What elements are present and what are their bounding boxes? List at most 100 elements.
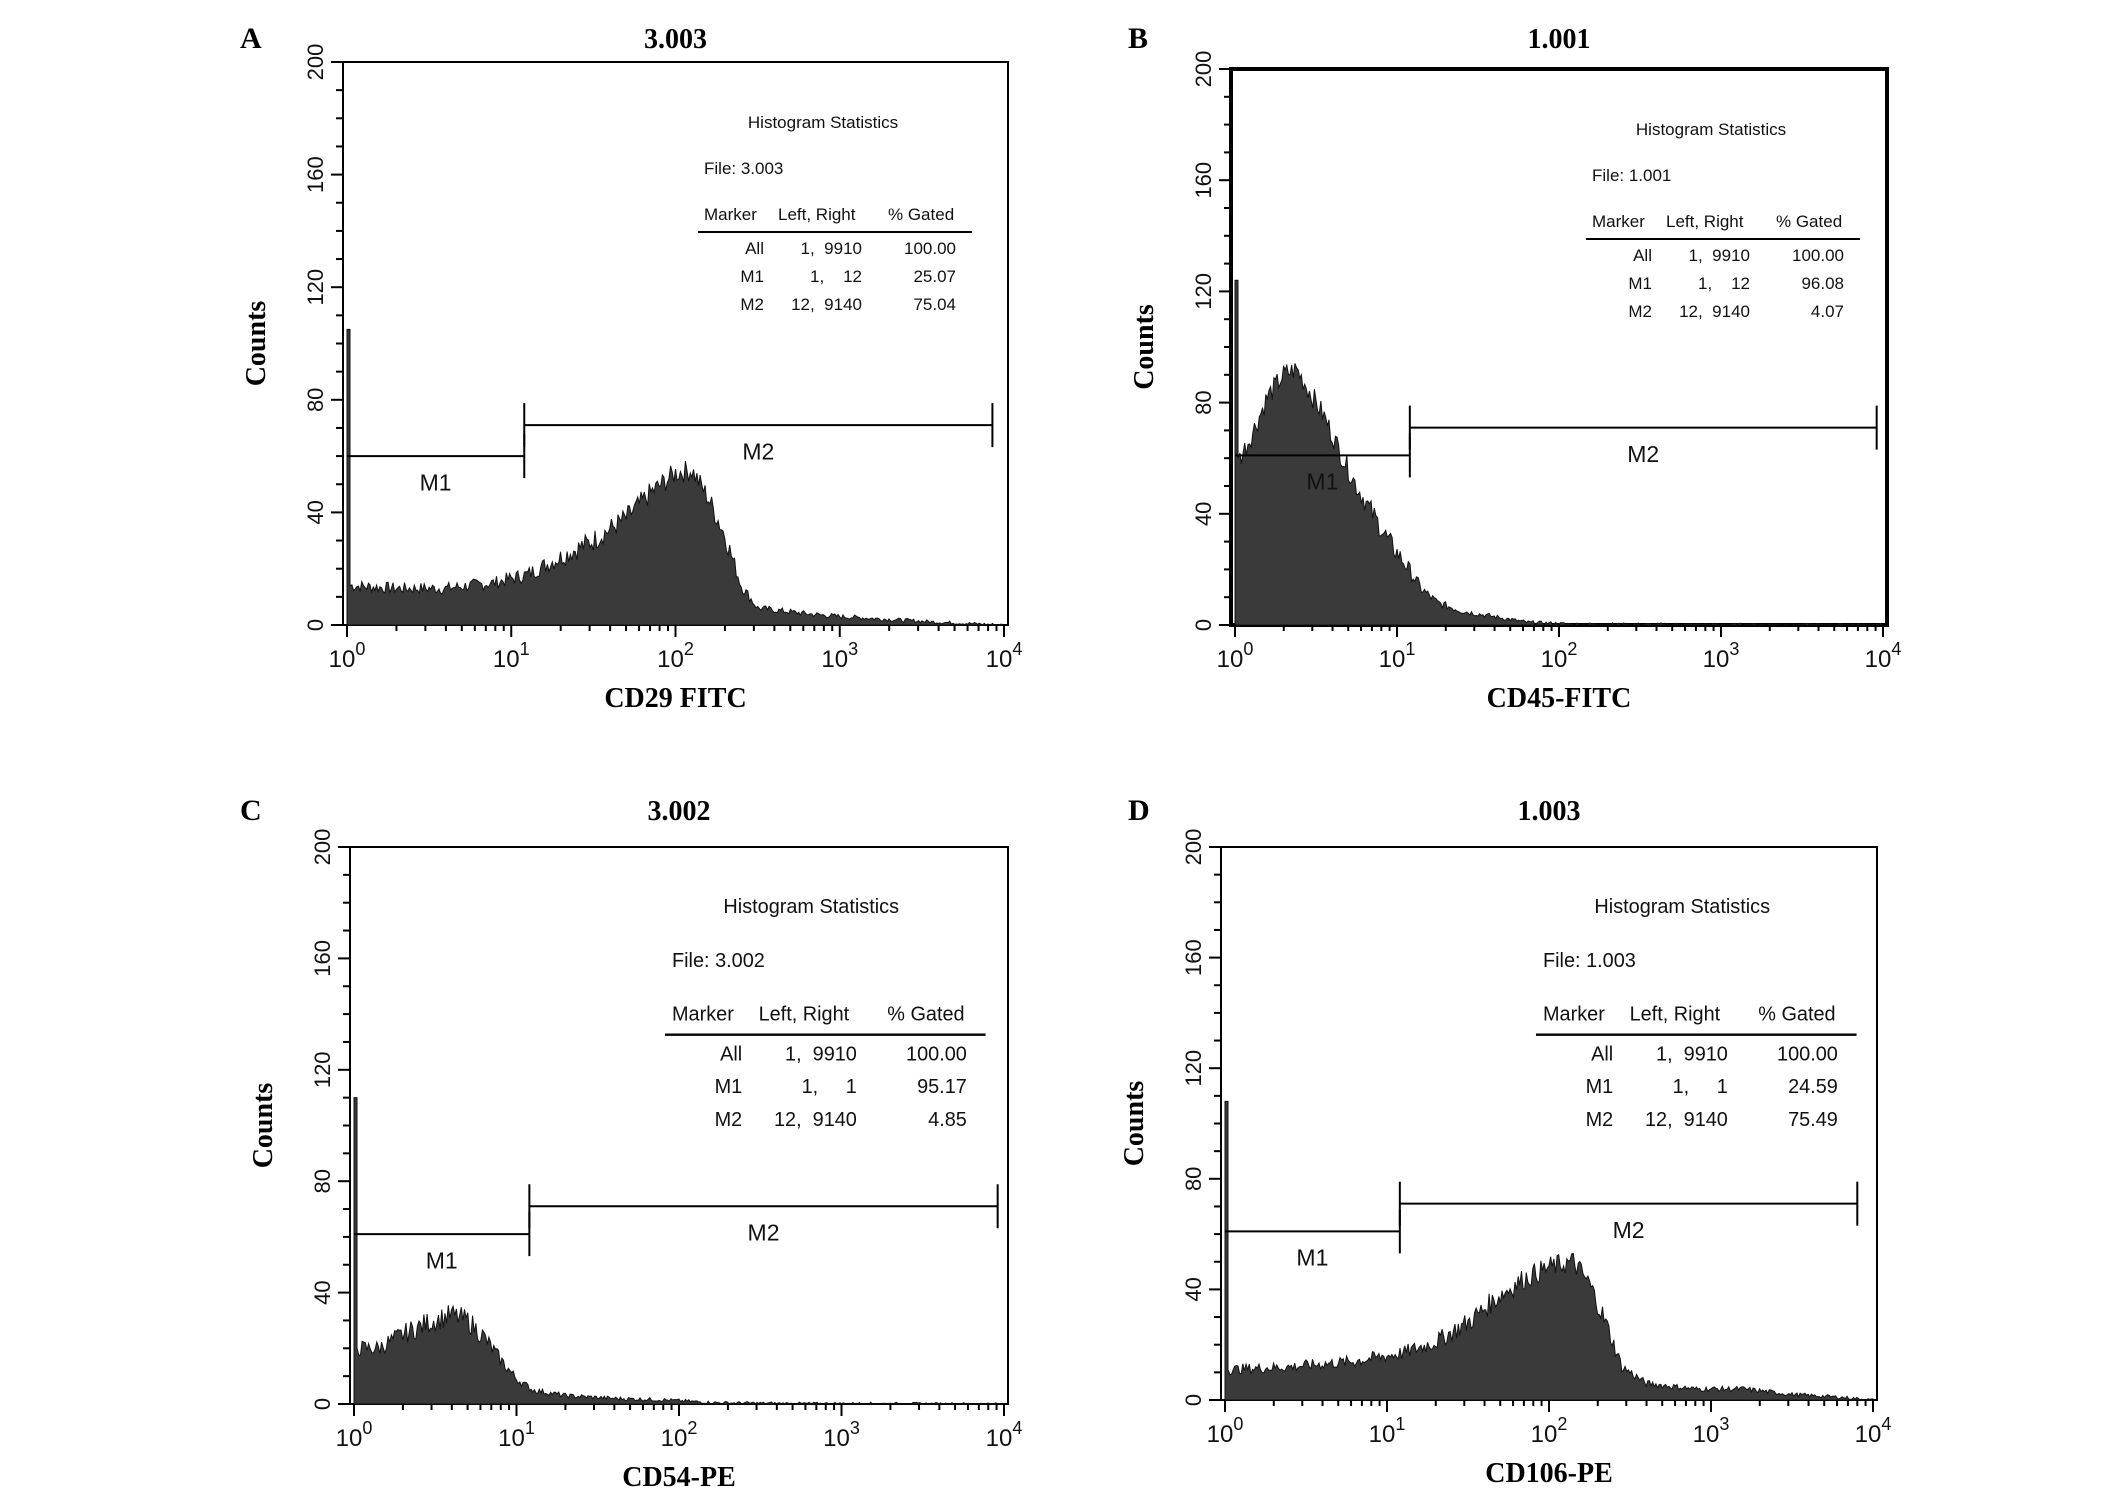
y-tick-label: 40 xyxy=(1191,502,1216,526)
x-tick-label: 100 xyxy=(1207,1414,1244,1448)
stats-cell: 75.49 xyxy=(1788,1109,1838,1131)
y-tick-label: 160 xyxy=(1191,162,1216,199)
stats-column-header: Left, Right xyxy=(759,1004,850,1026)
y-axis-label: Counts xyxy=(1119,1081,1150,1167)
histogram-area xyxy=(1224,1100,1874,1401)
stats-cell: M1 xyxy=(1586,1076,1614,1098)
gate-label: M1 xyxy=(420,470,452,496)
x-tick-label: 103 xyxy=(823,1418,860,1452)
y-tick-label: 160 xyxy=(310,940,335,977)
histogram-statistics-table: Histogram Statistics File: 3.002 Marker Lef… xyxy=(664,896,986,1131)
stats-heading: Histogram Statistics xyxy=(1636,120,1786,139)
y-tick-label: 0 xyxy=(1191,619,1216,631)
x-tick-label: 101 xyxy=(1369,1414,1406,1448)
chart-title: 1.001 xyxy=(1528,24,1591,55)
stats-heading: Histogram Statistics xyxy=(723,896,899,918)
y-axis-label: Counts xyxy=(1129,304,1160,390)
y-tick-label: 40 xyxy=(310,1280,335,1304)
stats-column-header: % Gated xyxy=(1776,212,1842,231)
stats-cell: 1, 9910 xyxy=(1656,1043,1728,1065)
x-tick-base: 10 xyxy=(823,1425,850,1452)
y-tick-label: 120 xyxy=(303,269,328,306)
x-tick-base: 10 xyxy=(498,1425,525,1452)
y-tick-label: 120 xyxy=(310,1051,335,1088)
x-tick-base: 10 xyxy=(661,1425,688,1452)
stats-column-header: % Gated xyxy=(887,1004,964,1026)
stats-heading: Histogram Statistics xyxy=(1594,896,1770,918)
x-tick-exponent: 0 xyxy=(362,1418,372,1438)
stats-file: File: 3.003 xyxy=(704,159,783,178)
stats-cell: 1, 1 xyxy=(802,1076,857,1098)
gate-marker-m2: M2 xyxy=(1398,1181,1859,1243)
y-tick-label: 80 xyxy=(303,388,328,412)
stats-file: File: 3.002 xyxy=(672,950,765,972)
y-axis-label: Counts xyxy=(248,1083,279,1169)
x-tick-base: 10 xyxy=(1703,646,1730,673)
gate-label: M2 xyxy=(1613,1217,1645,1243)
histogram-area xyxy=(346,328,1005,626)
stats-cell: 1, 12 xyxy=(810,267,862,286)
x-tick-label: 104 xyxy=(1855,1414,1892,1448)
gate-label: M2 xyxy=(748,1220,780,1246)
stats-cell: M1 xyxy=(1628,274,1652,293)
stats-column-header: % Gated xyxy=(888,205,954,224)
x-tick-label: 101 xyxy=(1379,639,1416,673)
y-tick-label: 200 xyxy=(303,44,328,81)
stats-cell: 1, 12 xyxy=(1698,274,1750,293)
stats-column-header: Left, Right xyxy=(778,205,856,224)
y-tick-label: 120 xyxy=(1181,1050,1206,1087)
gate-marker-m2: M2 xyxy=(1408,405,1878,467)
y-tick-label: 80 xyxy=(310,1169,335,1193)
gate-label: M2 xyxy=(1627,441,1659,467)
x-tick-exponent: 2 xyxy=(684,639,694,659)
x-tick-exponent: 3 xyxy=(1729,639,1739,659)
stats-cell: 96.08 xyxy=(1801,274,1844,293)
gate-label: M1 xyxy=(1306,469,1338,495)
stats-file: File: 1.001 xyxy=(1592,166,1671,185)
chart-title: 3.002 xyxy=(648,796,711,827)
x-tick-label: 103 xyxy=(1703,639,1740,673)
y-tick-label: 0 xyxy=(1181,1394,1206,1406)
x-tick-exponent: 4 xyxy=(1881,1414,1891,1434)
x-tick-exponent: 1 xyxy=(520,639,530,659)
stats-cell: M2 xyxy=(1628,302,1652,321)
y-tick-label: 200 xyxy=(310,829,335,866)
stats-cell: 4.85 xyxy=(928,1109,967,1131)
stats-cell: 24.59 xyxy=(1788,1076,1838,1098)
x-tick-exponent: 2 xyxy=(1567,639,1577,659)
gate-label: M1 xyxy=(426,1247,458,1273)
stats-column-header: % Gated xyxy=(1758,1004,1835,1026)
panel-letter: A xyxy=(240,22,262,55)
stats-cell: 12, 9140 xyxy=(791,295,862,314)
x-axis-label: CD106-PE xyxy=(1485,1458,1613,1488)
y-tick-label: 200 xyxy=(1191,51,1216,88)
stats-column-header: Left, Right xyxy=(1666,212,1744,231)
gate-marker-m1: M1 xyxy=(354,1212,531,1273)
histogram-statistics-table: Histogram Statistics File: 3.003 Marker Lef… xyxy=(698,113,972,314)
panel-letter: D xyxy=(1128,794,1150,827)
x-tick-label: 101 xyxy=(493,639,530,673)
stats-cell: 12, 9140 xyxy=(774,1109,857,1131)
y-tick-label: 80 xyxy=(1181,1167,1206,1191)
stats-cell: 4.07 xyxy=(1811,302,1844,321)
x-tick-exponent: 4 xyxy=(1012,1418,1022,1438)
x-tick-base: 10 xyxy=(1217,646,1244,673)
stats-cell: 100.00 xyxy=(904,239,956,258)
stats-cell: M2 xyxy=(740,295,764,314)
x-tick-exponent: 0 xyxy=(1233,1414,1243,1434)
x-axis-label: CD45-FITC xyxy=(1487,683,1632,714)
x-tick-label: 102 xyxy=(657,639,694,673)
stats-cell: 12, 9140 xyxy=(1679,302,1750,321)
x-tick-label: 100 xyxy=(336,1418,373,1452)
x-tick-base: 10 xyxy=(329,646,356,673)
y-tick-label: 160 xyxy=(1181,939,1206,976)
x-tick-exponent: 3 xyxy=(1719,1414,1729,1434)
x-tick-exponent: 0 xyxy=(355,639,365,659)
x-tick-base: 10 xyxy=(657,646,684,673)
x-tick-label: 104 xyxy=(1865,639,1902,673)
y-tick-label: 40 xyxy=(1181,1277,1206,1301)
histogram-statistics-table: Histogram Statistics File: 1.001 Marker Lef… xyxy=(1586,120,1860,321)
